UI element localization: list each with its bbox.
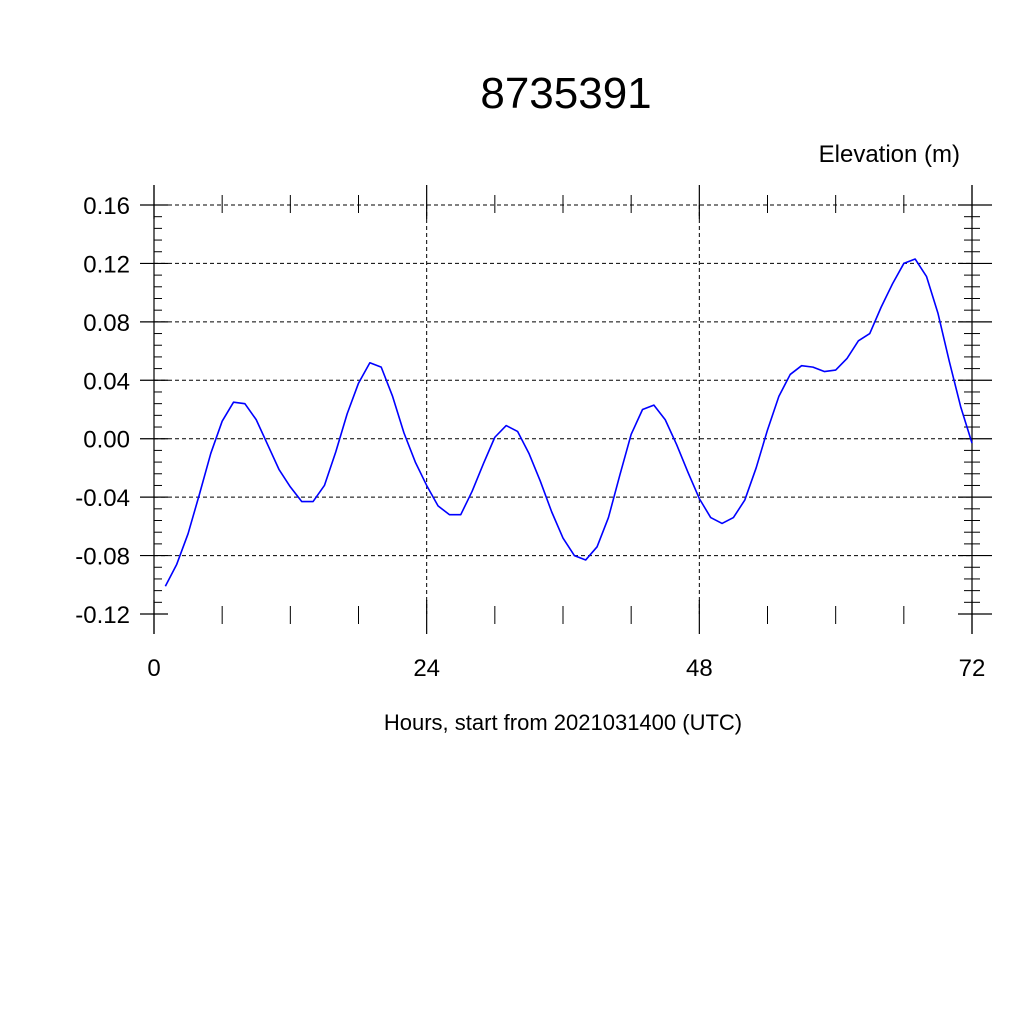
series-line (164, 258, 973, 587)
grid (154, 204, 972, 614)
series (164, 258, 973, 587)
x-axis-label: Hours, start from 2021031400 (UTC) (384, 710, 742, 735)
x-tick-label: 24 (413, 655, 440, 682)
y-tick-label: 0.04 (83, 368, 130, 395)
x-tick-label: 0 (147, 655, 160, 682)
ticks: -0.12 -0.08 -0.04 0.00 0.04 0.08 0.12 0.16 0 24 48… (75, 185, 992, 682)
y-tick-label: -0.04 (75, 485, 130, 512)
axes (153, 185, 973, 634)
y-tick-label: 0.16 (83, 193, 130, 220)
chart-title: 8735391 (480, 69, 651, 118)
x-tick-label: 48 (686, 655, 713, 682)
y-axis-label: Elevation (m) (819, 141, 960, 168)
x-tick-label: 72 (959, 655, 986, 682)
y-tick-label: 0.08 (83, 310, 130, 337)
y-tick-label: 0.12 (83, 251, 130, 278)
y-tick-label: -0.08 (75, 544, 130, 571)
y-tick-label: -0.12 (75, 602, 130, 629)
y-tick-label: 0.00 (83, 427, 130, 454)
